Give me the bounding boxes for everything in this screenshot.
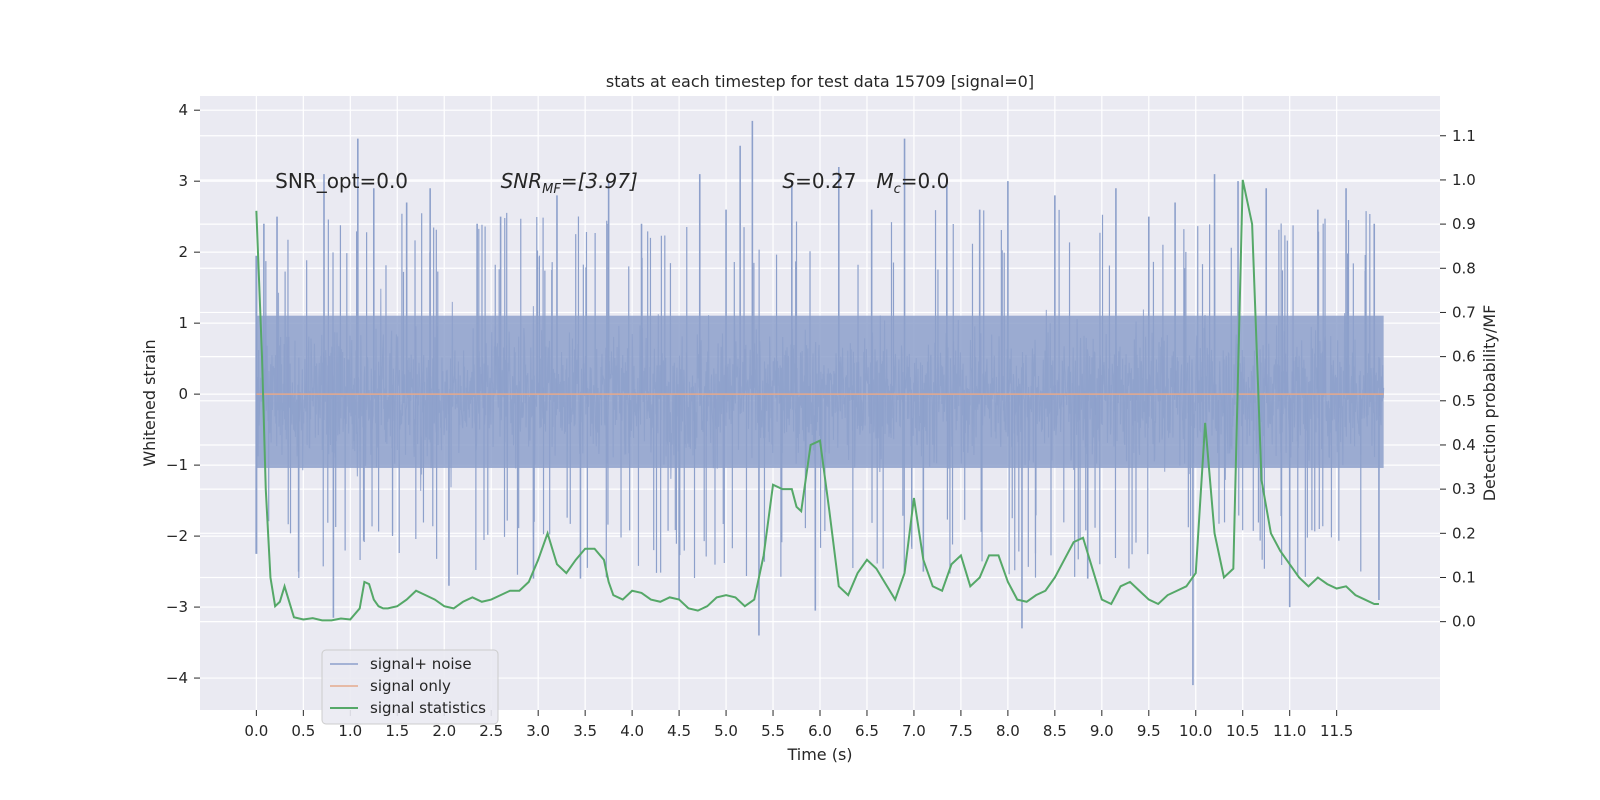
annotation: S=0.27 xyxy=(782,169,856,193)
annotation: Mc=0.0 xyxy=(876,169,949,197)
y2-tick-label: 1.1 xyxy=(1452,127,1476,145)
y-tick-label: 1 xyxy=(178,314,188,332)
x-tick-label: 6.0 xyxy=(808,722,832,740)
legend-box xyxy=(321,649,499,725)
x-tick-label: 2.0 xyxy=(432,722,456,740)
x-tick-label: 7.0 xyxy=(902,722,926,740)
x-tick-label: 2.5 xyxy=(479,722,503,740)
y-tick-label: −3 xyxy=(166,598,188,616)
x-tick-label: 4.5 xyxy=(667,722,691,740)
legend-label: signal+ noise xyxy=(370,655,472,673)
legend-label: signal statistics xyxy=(370,699,486,717)
x-tick-label: 8.0 xyxy=(996,722,1020,740)
ticks: 0.0 0.5 1.0 1.5 2.0 2.5 3.0 3.5 4.0 4.5 5.0 5.5 6.0 6… xyxy=(166,101,1476,740)
y2-tick-label: 0.0 xyxy=(1452,613,1476,631)
series-signal-statistics xyxy=(255,179,1379,622)
x-tick-label: 0.0 xyxy=(244,722,268,740)
signal-statistics-line xyxy=(255,179,1379,622)
annotations: SNR_opt=0.0 SNRMF=[3.97] S=0.27 Mc=0.0 xyxy=(275,169,949,197)
y2-tick-label: 0.1 xyxy=(1452,568,1476,586)
x-tick-label: 11.5 xyxy=(1320,722,1353,740)
y-axis-title: Whitened strain xyxy=(140,339,159,466)
x-tick-label: 1.0 xyxy=(338,722,362,740)
y2-axis-title: Detection probability/MF xyxy=(1480,305,1499,502)
x-tick-label: 3.0 xyxy=(526,722,550,740)
y2-tick-label: 0.2 xyxy=(1452,524,1476,542)
x-tick-label: 0.5 xyxy=(291,722,315,740)
y2-tick-label: 0.7 xyxy=(1452,303,1476,321)
y2-tick-label: 0.4 xyxy=(1452,436,1476,454)
annotation: SNR_opt=0.0 xyxy=(275,169,408,193)
y-tick-label: 2 xyxy=(178,243,188,261)
y-tick-label: 0 xyxy=(178,385,188,403)
x-tick-label: 6.5 xyxy=(855,722,879,740)
x-tick-label: 8.5 xyxy=(1043,722,1067,740)
y-tick-label: −1 xyxy=(166,456,188,474)
x-tick-label: 7.5 xyxy=(949,722,973,740)
y2-tick-label: 1.0 xyxy=(1452,171,1476,189)
y-tick-label: 3 xyxy=(178,172,188,190)
x-tick-label: 10.5 xyxy=(1226,722,1259,740)
x-tick-label: 9.5 xyxy=(1137,722,1161,740)
x-tick-label: 5.0 xyxy=(714,722,738,740)
y2-tick-label: 0.9 xyxy=(1452,215,1476,233)
x-tick-label: 9.0 xyxy=(1090,722,1114,740)
chart-title: stats at each timestep for test data 157… xyxy=(606,72,1034,91)
y-tick-label: 4 xyxy=(178,101,188,119)
y2-tick-label: 0.8 xyxy=(1452,259,1476,277)
y2-tick-label: 0.6 xyxy=(1452,348,1476,366)
x-tick-label: 5.5 xyxy=(761,722,785,740)
y-tick-label: −4 xyxy=(166,669,188,687)
legend-label: signal only xyxy=(370,677,451,695)
x-tick-label: 4.0 xyxy=(620,722,644,740)
legend: signal+ noise signal only signal statistic… xyxy=(321,649,499,725)
x-tick-label: 10.0 xyxy=(1179,722,1212,740)
y-tick-label: −2 xyxy=(166,527,188,545)
x-tick-label: 3.5 xyxy=(573,722,597,740)
x-tick-label: 1.5 xyxy=(385,722,409,740)
x-tick-label: 11.0 xyxy=(1273,722,1306,740)
y2-tick-label: 0.5 xyxy=(1452,392,1476,410)
x-axis-title: Time (s) xyxy=(786,745,852,764)
y2-tick-label: 0.3 xyxy=(1452,480,1476,498)
annotation: SNRMF=[3.97] xyxy=(501,169,638,197)
